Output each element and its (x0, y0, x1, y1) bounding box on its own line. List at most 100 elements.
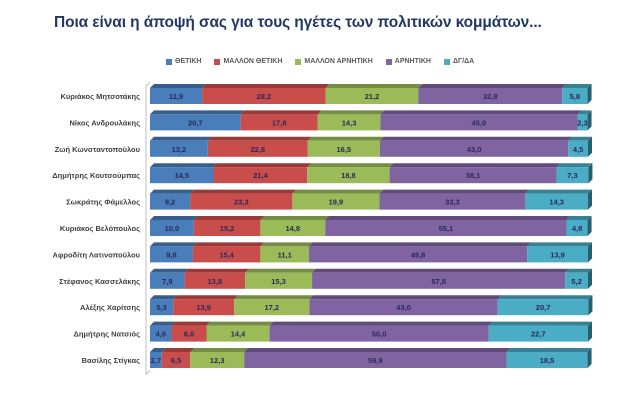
bar-top-face (150, 321, 176, 326)
bar-segment (389, 167, 557, 184)
legend-swatch-negative (385, 58, 392, 65)
legend-item-positive: ΘΕΤΙΚΗ (166, 58, 201, 65)
bar-segment (269, 325, 489, 342)
legend-item-dont-know: ΔΓ/ΔΑ (443, 58, 475, 65)
bar-top-face (527, 242, 592, 247)
bar-top-face (565, 268, 592, 273)
bar-segment (308, 246, 528, 263)
data-label: 6,5 (171, 356, 181, 365)
bar-segment (150, 272, 185, 289)
bar-top-face (389, 163, 561, 168)
bar-segment (234, 299, 310, 316)
bar-segment (150, 140, 208, 157)
data-label: 8,0 (184, 330, 194, 339)
bar-segment (193, 220, 261, 236)
bar-segment (173, 299, 235, 316)
bar-segment (192, 246, 261, 263)
data-label: 21,2 (365, 92, 380, 101)
bar-top-face (568, 136, 592, 141)
bar-top-face (161, 348, 195, 352)
data-label: 22,7 (531, 330, 546, 339)
bar-segment (577, 114, 588, 131)
legend-label-dont-know: ΔΓ/ΔΑ (452, 58, 475, 65)
data-label: 22,8 (250, 145, 265, 154)
data-label: 21,4 (253, 171, 268, 180)
bar-segment (190, 352, 245, 368)
bar-segment (150, 88, 203, 104)
bar-segment (565, 272, 588, 289)
data-label: 10,0 (165, 224, 180, 233)
bar-segment (161, 352, 191, 368)
category-label: Βασίλης Στίγκας (82, 356, 140, 365)
data-label: 17,6 (272, 118, 287, 127)
bar-top-face (562, 84, 592, 88)
category-label: Αφροδίτη Λατινοπούλου (53, 250, 141, 259)
data-label: 23,3 (234, 198, 249, 207)
bar-segment (506, 352, 588, 368)
data-label: 13,8 (208, 277, 223, 286)
bar-top-face (317, 110, 385, 115)
bar-segment (307, 167, 390, 184)
category-label: Σωκράτης Φάμελλος (66, 198, 140, 207)
bar-segment (260, 220, 326, 236)
bar-top-face (307, 136, 384, 141)
bar-segment (206, 325, 270, 342)
data-label: 19,9 (329, 198, 344, 207)
bar-segment (418, 88, 563, 104)
bar-top-face (192, 242, 265, 247)
bar-segment (213, 167, 308, 184)
bar-segment (150, 114, 241, 131)
bar-top-face (244, 348, 511, 352)
data-label: 9,8 (166, 250, 176, 259)
bar-segment (566, 220, 588, 236)
bar-top-face (190, 189, 297, 194)
bar-top-face (325, 216, 571, 220)
data-label: 2,3 (577, 118, 587, 127)
data-label: 2,7 (151, 356, 161, 365)
legend-swatch-dont-know (443, 58, 450, 65)
legend-label-positive: ΘΕΤΙΚΗ (175, 58, 202, 65)
data-label: 4,5 (573, 145, 583, 154)
bar-segment (245, 272, 313, 289)
data-label: 5,3 (156, 303, 166, 312)
bar-segment (488, 325, 588, 342)
bar-top-face (245, 268, 317, 273)
legend-label-negative: ΑΡΝΗΤΙΚΗ (394, 58, 431, 65)
bar-top-face (150, 216, 198, 220)
legend-label-rather-negative: ΜΑΛΛΟΝ ΑΡΝΗΤΙΚΗ (304, 58, 373, 65)
bar-side-face (588, 295, 593, 316)
chart-title: Ποια είναι η άποψή σας για τους ηγέτες τ… (54, 14, 542, 31)
data-label: 9,2 (165, 198, 175, 207)
bar-top-face (418, 84, 567, 88)
bar-top-face (577, 110, 592, 115)
bar-segment (380, 114, 578, 131)
category-label: Δημήτρης Κουτσούμπας (52, 171, 140, 180)
bar-segment (150, 220, 194, 236)
data-label: 5,8 (570, 92, 580, 101)
data-label: 15,4 (219, 250, 234, 259)
category-label: Ζωή Κωνσταντοπούλου (55, 145, 141, 154)
data-label: 18,8 (341, 171, 356, 180)
bar-segment (325, 88, 419, 104)
bar-top-face (260, 216, 330, 220)
bar-top-face (150, 84, 207, 88)
bar-segment (150, 167, 214, 184)
bar-segment (240, 114, 318, 131)
category-label: Στέφανος Κασσελάκης (59, 277, 140, 286)
bar-top-face (202, 84, 330, 88)
data-label: 4,8 (572, 224, 582, 233)
bar-segment (525, 193, 588, 210)
data-label: 33,3 (445, 198, 460, 207)
bar-top-face (566, 216, 592, 220)
legend-item-negative: ΑΡΝΗΤΙΚΗ (385, 58, 431, 65)
data-label: 57,8 (431, 277, 446, 286)
data-label: 18,5 (540, 356, 555, 365)
data-label: 32,8 (483, 92, 498, 101)
data-label: 14,3 (549, 198, 564, 207)
bar-segment (207, 140, 308, 157)
bar-segment (562, 88, 588, 104)
data-label: 13,9 (550, 250, 565, 259)
data-label: 50,0 (372, 330, 387, 339)
data-label: 14,5 (174, 171, 189, 180)
